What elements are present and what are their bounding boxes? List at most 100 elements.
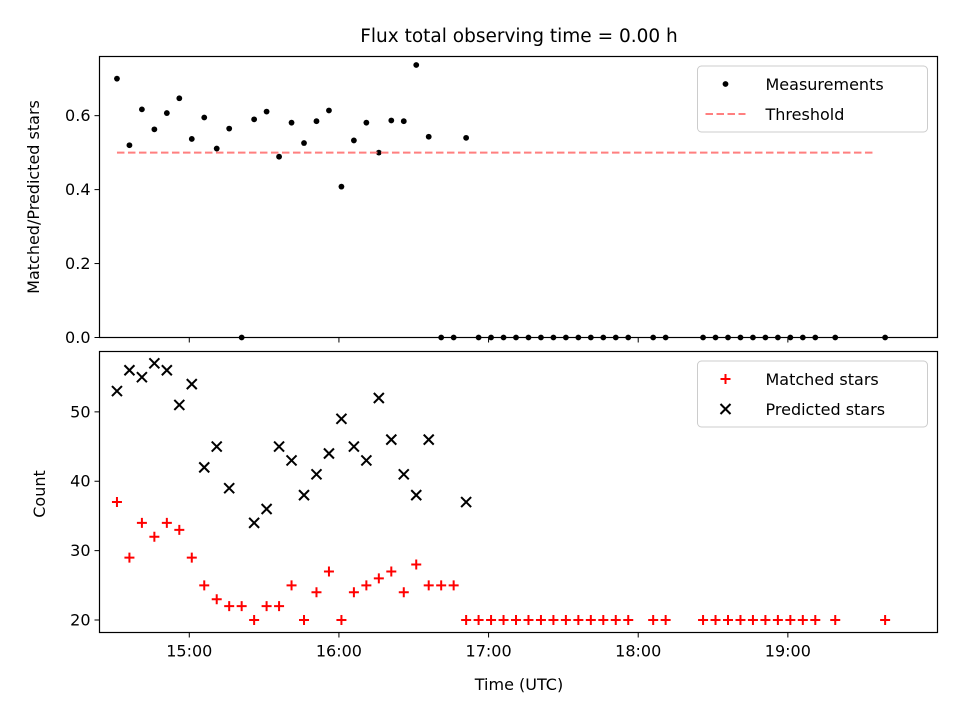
matched-stars-point: [623, 615, 634, 626]
count-legend: Matched stars Predicted stars: [697, 360, 928, 428]
predicted-stars-point: [423, 433, 435, 446]
matched-stars-point: [423, 580, 434, 591]
matched-stars-point: [830, 615, 841, 626]
matched-stars-point: [199, 580, 210, 591]
ratio-y-tick-label: 0.0: [65, 328, 90, 347]
predicted-stars-point: [348, 440, 360, 453]
predicted-stars-point: [111, 385, 123, 397]
count-axes: 15:00 16:00 17:00 18:00 19:00 20 30 40 50: [70, 402, 811, 660]
predicted-stars-point: [123, 364, 136, 376]
predicted-stars-point: [298, 489, 310, 501]
matched-stars-point: [124, 552, 135, 563]
predicted-stars-point: [186, 378, 198, 390]
matched-stars-point: [224, 601, 235, 612]
measurements-point: [463, 134, 470, 141]
measurements-point: [176, 95, 183, 102]
measurements-legend-marker: [722, 81, 729, 87]
matched-stars-point: [610, 615, 621, 626]
matched-stars-point: [880, 615, 891, 626]
count-x-tick-label: 17:00: [466, 642, 512, 661]
measurements-point: [201, 114, 208, 121]
predicted-stars-point: [460, 496, 472, 508]
measurements-point: [425, 133, 432, 140]
ratio-y-tick-label: 0.2: [65, 254, 90, 273]
matched-stars-point: [149, 531, 160, 542]
predicted-stars-point: [398, 468, 410, 481]
matched-stars-point: [523, 615, 534, 626]
matched-stars-point: [161, 517, 172, 528]
predicted-stars-legend-label: Predicted stars: [766, 400, 886, 419]
matched-stars-legend-marker: [720, 374, 731, 384]
count-y-tick-label: 50: [70, 402, 90, 421]
count-y-tick-label: 40: [70, 472, 90, 491]
measurements-point: [114, 75, 120, 82]
ratio-axes: 0.0 0.2 0.4 0.6: [65, 106, 789, 347]
matched-stars-point: [535, 615, 546, 626]
matched-stars-point: [386, 566, 397, 577]
predicted-stars-point: [323, 447, 335, 460]
predicted-stars-point: [148, 357, 161, 370]
threshold-legend-label: Threshold: [765, 105, 845, 124]
matched-stars-point: [648, 615, 659, 626]
matched-stars-point: [735, 615, 746, 626]
ratio-y-tick-label: 0.6: [65, 106, 90, 125]
matched-stars-point: [186, 552, 197, 563]
count-legend-box: [697, 360, 928, 428]
count-axes-frame: [98, 350, 939, 634]
count-x-tick-label: 16:00: [316, 642, 362, 661]
ratio-panel: 0.0 0.2 0.4 0.6 Matched/Predicted stars Mea…: [24, 55, 939, 347]
predicted-stars-point: [310, 468, 323, 481]
matched-stars-point: [299, 615, 310, 626]
matched-stars-point: [174, 524, 185, 535]
predicted-stars-point: [211, 440, 223, 453]
count-x-tick-label: 19:00: [765, 642, 811, 661]
predicted-stars-point: [223, 482, 235, 494]
chart-title: Flux total observing time = 0.00 h: [360, 26, 678, 47]
ratio-y-tick-label: 0.4: [65, 180, 90, 199]
predicted-stars-point: [198, 461, 210, 474]
measurements-point: [263, 108, 270, 115]
matched-stars-point: [398, 587, 409, 598]
matched-stars-point: [323, 566, 334, 577]
measurements-point: [363, 119, 370, 126]
matched-stars-point: [236, 601, 247, 612]
matched-stars-point: [698, 615, 709, 626]
predicted-stars-point: [373, 392, 385, 404]
count-y-tick-label: 30: [70, 541, 90, 560]
count-plot-area: [111, 357, 891, 626]
matched-stars-point: [361, 580, 372, 591]
predicted-stars-point: [260, 503, 273, 515]
matched-stars-point: [436, 580, 447, 591]
matched-stars-point: [473, 615, 484, 626]
predicted-stars-legend-marker: [719, 403, 732, 415]
matched-stars-point: [585, 615, 596, 626]
matched-stars-point: [461, 615, 472, 626]
measurements-point: [163, 110, 170, 116]
matched-stars-point: [373, 573, 384, 584]
matched-stars-point: [797, 615, 808, 626]
count-x-axis-label: Time (UTC): [474, 675, 563, 694]
measurements-point: [413, 62, 420, 68]
matched-stars-point: [336, 615, 347, 626]
matched-stars-point: [810, 615, 821, 626]
measurements-point: [188, 136, 195, 142]
matched-stars-point: [311, 587, 322, 598]
count-y-tick-label: 20: [70, 611, 90, 630]
measurements-point: [350, 137, 357, 144]
measurements-point: [276, 153, 282, 160]
matched-stars-point: [785, 615, 796, 626]
measurements-point: [301, 140, 307, 146]
matched-stars-point: [747, 615, 758, 626]
predicted-stars-point: [385, 433, 398, 446]
matched-stars-point: [548, 615, 559, 626]
measurements-point: [138, 106, 145, 113]
matched-stars-point: [348, 587, 359, 598]
predicted-stars-point: [136, 371, 148, 383]
measurements-point: [326, 107, 332, 114]
matched-stars-point: [486, 615, 497, 626]
measurements-point: [226, 125, 233, 132]
measurements-point: [288, 119, 295, 126]
predicted-stars-point: [248, 517, 260, 529]
